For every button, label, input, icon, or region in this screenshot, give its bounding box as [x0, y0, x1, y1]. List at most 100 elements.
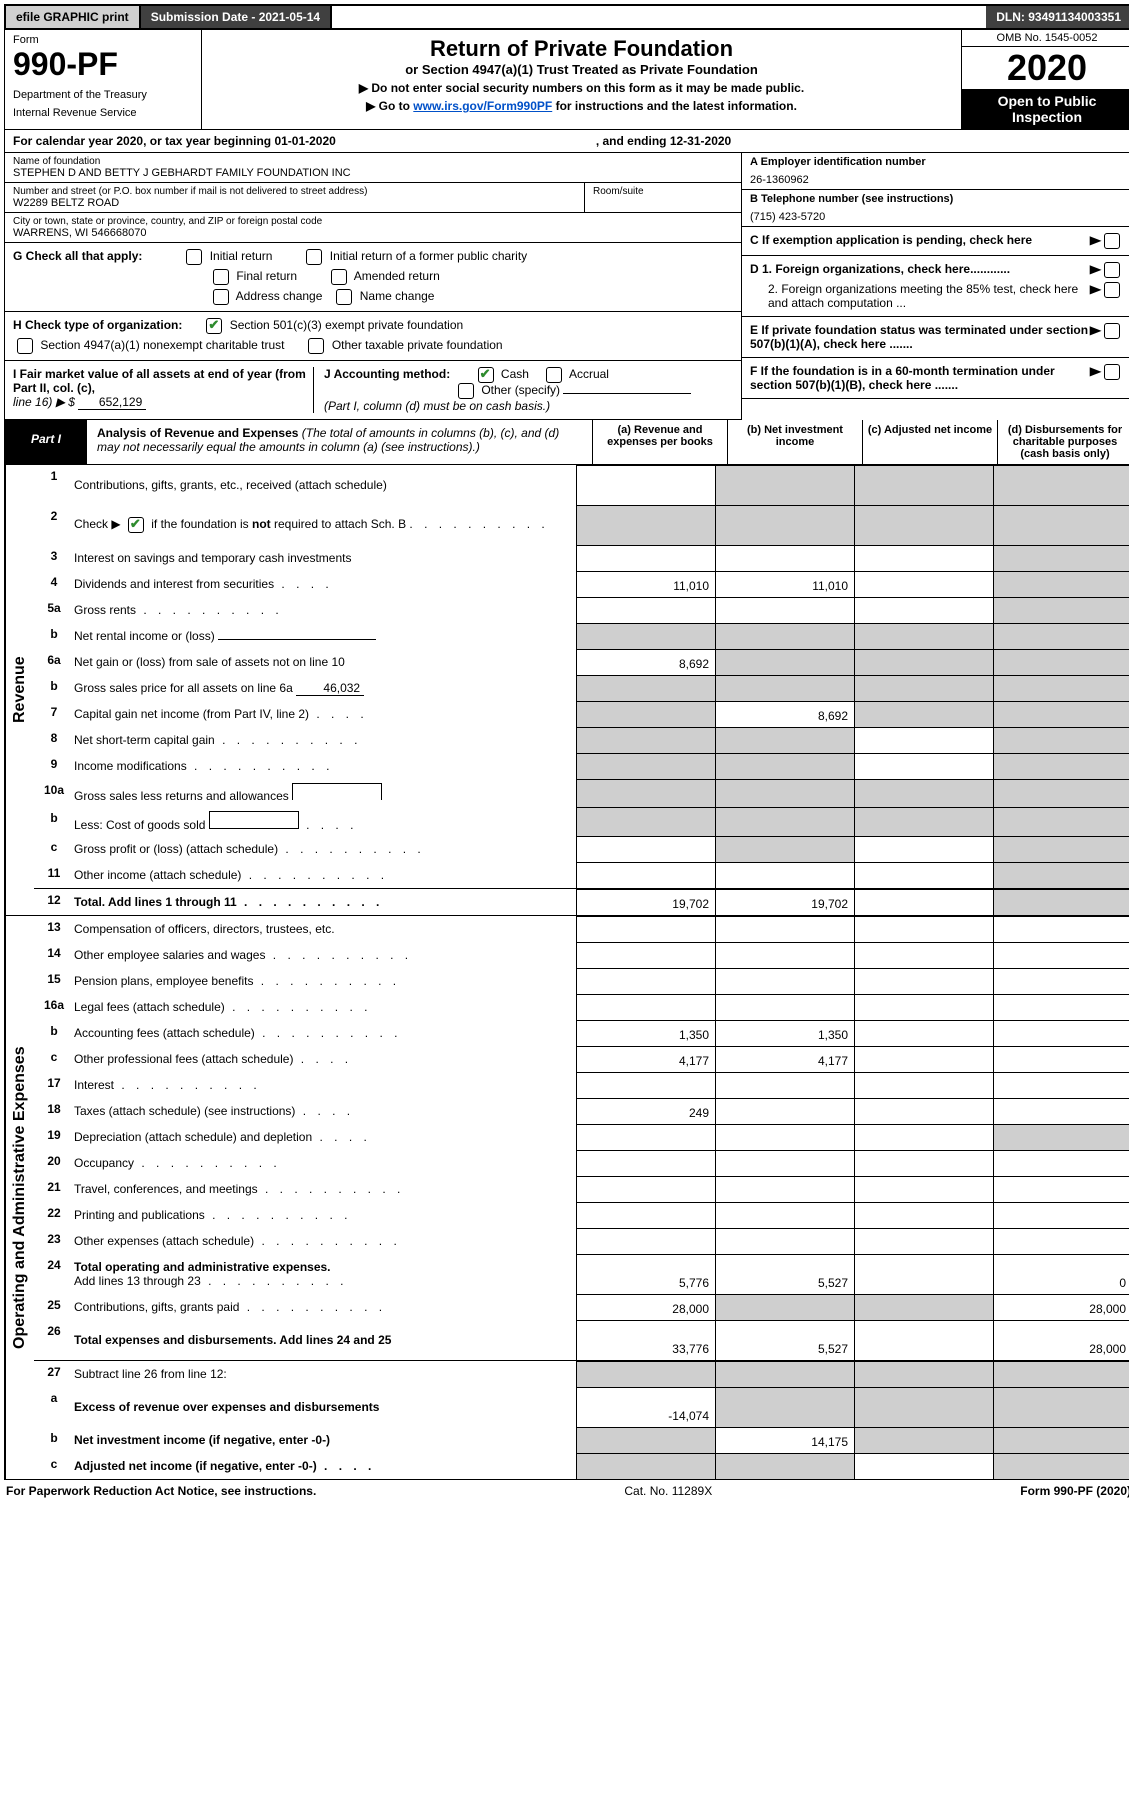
part1-label: Part I: [5, 420, 87, 464]
val-6a: 8,692: [576, 649, 715, 675]
arrow-icon: ▶: [1089, 233, 1101, 247]
other-specify-input[interactable]: [563, 393, 691, 394]
cal-end: , and ending 12-31-2020: [596, 134, 731, 148]
street-address: W2289 BELTZ ROAD: [13, 197, 576, 209]
val-7b: 8,692: [715, 701, 854, 727]
name-label: Name of foundation: [13, 156, 733, 167]
submission-date: Submission Date - 2021-05-14: [141, 6, 332, 28]
page-footer: For Paperwork Reduction Act Notice, see …: [4, 1480, 1129, 1502]
h-o1: Section 501(c)(3) exempt private foundat…: [230, 318, 463, 332]
col-d-head: (d) Disbursements for charitable purpose…: [997, 420, 1129, 464]
val-27b: 14,175: [715, 1427, 854, 1453]
line-11: Other income (attach schedule): [74, 864, 576, 886]
line-4: Dividends and interest from securities: [74, 573, 576, 595]
top-bar: efile GRAPHIC print Submission Date - 20…: [4, 4, 1129, 30]
line-27b: Net investment income (if negative, ente…: [74, 1429, 576, 1451]
line-20: Occupancy: [74, 1152, 576, 1174]
ein-label: A Employer identification number: [750, 156, 1124, 168]
line-25: Contributions, gifts, grants paid: [74, 1296, 576, 1318]
open-inspection: Open to Public Inspection: [962, 89, 1129, 129]
line-1: Contributions, gifts, grants, etc., rece…: [74, 474, 576, 496]
6b-value: 46,032: [296, 681, 364, 696]
year-block: OMB No. 1545-0052 2020 Open to Public In…: [961, 30, 1129, 129]
i-note: (Part I, column (d) must be on cash basi…: [324, 399, 550, 413]
calendar-year-row: For calendar year 2020, or tax year begi…: [4, 130, 1129, 153]
val-4a: 11,010: [576, 571, 715, 597]
g-o4: Amended return: [354, 269, 440, 283]
efile-button[interactable]: efile GRAPHIC print: [6, 6, 141, 28]
part1-title: Analysis of Revenue and Expenses: [97, 426, 298, 440]
line-27c: Adjusted net income (if negative, enter …: [74, 1455, 576, 1477]
10a-input[interactable]: [292, 783, 382, 800]
val-16ba: 1,350: [576, 1020, 715, 1046]
f-label: F If the foundation is in a 60-month ter…: [750, 364, 1091, 392]
line-16a: Legal fees (attach schedule): [74, 996, 576, 1018]
arrow-icon: ▶: [1089, 262, 1101, 278]
g-o6: Name change: [360, 289, 435, 303]
10b-input[interactable]: [209, 811, 299, 829]
address-change-checkbox[interactable]: [213, 289, 229, 305]
final-return-checkbox[interactable]: [213, 269, 229, 285]
line-22: Printing and publications: [74, 1204, 576, 1226]
val-26b: 5,527: [715, 1320, 854, 1360]
form-title: Return of Private Foundation: [212, 36, 951, 62]
arrow-icon: ▶: [1089, 364, 1101, 378]
line-8: Net short-term capital gain: [74, 729, 576, 751]
form-link[interactable]: www.irs.gov/Form990PF: [413, 99, 552, 113]
line-21: Travel, conferences, and meetings: [74, 1178, 576, 1200]
c-label: C If exemption application is pending, c…: [750, 233, 1091, 247]
foundation-name: STEPHEN D AND BETTY J GEBHARDT FAMILY FO…: [13, 167, 733, 179]
form-word: Form: [13, 34, 193, 46]
part1-desc: Analysis of Revenue and Expenses (The to…: [87, 420, 592, 464]
note2-pre: ▶ Go to: [366, 99, 413, 113]
h-o3: Other taxable private foundation: [332, 338, 503, 352]
e-checkbox[interactable]: [1104, 323, 1120, 339]
d2-checkbox[interactable]: [1104, 282, 1120, 298]
initial-return-checkbox[interactable]: [186, 249, 202, 265]
other-taxable-checkbox[interactable]: [308, 338, 324, 354]
g-o5: Address change: [236, 289, 323, 303]
other-method-checkbox[interactable]: [458, 383, 474, 399]
val-25d: 28,000: [993, 1294, 1129, 1320]
f-checkbox[interactable]: [1104, 364, 1120, 380]
arrow-icon: ▶: [1089, 323, 1101, 337]
4947-checkbox[interactable]: [17, 338, 33, 354]
line-5a: Gross rents: [74, 599, 576, 621]
amended-return-checkbox[interactable]: [331, 269, 347, 285]
d1-checkbox[interactable]: [1104, 262, 1120, 278]
line-15: Pension plans, employee benefits: [74, 970, 576, 992]
c-checkbox[interactable]: [1104, 233, 1120, 249]
form-title-block: Return of Private Foundation or Section …: [202, 30, 961, 129]
val-12b: 19,702: [715, 889, 854, 915]
initial-former-checkbox[interactable]: [306, 249, 322, 265]
line-10c: Gross profit or (loss) (attach schedule): [74, 838, 576, 860]
note-2: ▶ Go to www.irs.gov/Form990PF for instru…: [212, 99, 951, 113]
line-2: Check ▶ if the foundation is not require…: [74, 513, 576, 537]
val-24b: 5,527: [715, 1254, 854, 1294]
name-change-checkbox[interactable]: [336, 289, 352, 305]
tax-year: 2020: [962, 47, 1129, 89]
i-j-row: I Fair market value of all assets at end…: [5, 361, 741, 420]
schb-checkbox[interactable]: [128, 517, 144, 533]
5b-input[interactable]: [218, 639, 376, 640]
line-26: Total expenses and disbursements. Add li…: [74, 1329, 576, 1351]
entity-info: Name of foundation STEPHEN D AND BETTY J…: [4, 153, 1129, 420]
ein-value: 26-1360962: [750, 174, 1124, 186]
line-23: Other expenses (attach schedule): [74, 1230, 576, 1252]
part1-header: Part I Analysis of Revenue and Expenses …: [4, 420, 1129, 465]
note2-post: for instructions and the latest informat…: [552, 99, 797, 113]
cash-checkbox[interactable]: [478, 367, 494, 383]
i-label2: line 16) ▶ $: [13, 395, 75, 409]
line-14: Other employee salaries and wages: [74, 944, 576, 966]
501c3-checkbox[interactable]: [206, 318, 222, 334]
val-18a: 249: [576, 1098, 715, 1124]
expenses-side-label: Operating and Administrative Expenses: [5, 916, 34, 1479]
dln-label: DLN: 93491134003351: [986, 6, 1129, 28]
addr-label: Number and street (or P.O. box number if…: [13, 186, 576, 197]
revenue-side-label: Revenue: [5, 465, 34, 915]
col-a-head: (a) Revenue and expenses per books: [592, 420, 727, 464]
omb-number: OMB No. 1545-0052: [962, 30, 1129, 47]
accrual-checkbox[interactable]: [546, 367, 562, 383]
form-number: 990-PF: [13, 46, 193, 83]
footer-mid: Cat. No. 11289X: [316, 1484, 1020, 1498]
